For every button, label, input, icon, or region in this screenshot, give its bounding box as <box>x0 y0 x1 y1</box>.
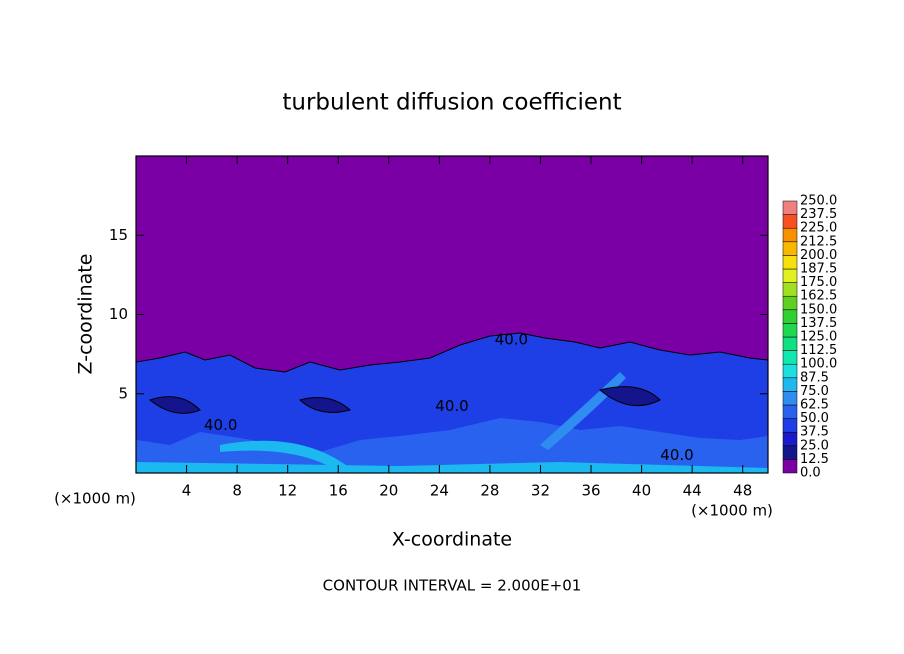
colorbar-bin <box>782 459 798 474</box>
colorbar-bin <box>782 255 798 270</box>
contour-label: 40.0 <box>435 397 468 415</box>
field-streak <box>220 440 360 473</box>
colorbar-label: 250.0 <box>800 194 837 209</box>
colorbar-bin <box>782 323 798 338</box>
colorbar-label: 212.5 <box>800 234 837 249</box>
colorbar-label: 0.0 <box>800 466 821 481</box>
colorbar-label: 100.0 <box>800 357 837 372</box>
x-tick-label: 16 <box>329 482 348 500</box>
colorbar-label: 225.0 <box>800 221 837 236</box>
colorbar-label: 37.5 <box>800 425 829 440</box>
field-streak <box>136 462 768 473</box>
colorbar-label: 62.5 <box>800 398 829 413</box>
colorbar-bin <box>782 214 798 229</box>
colorbar-label: 237.5 <box>800 207 837 222</box>
colorbar-bin <box>782 445 798 460</box>
colorbar-label: 75.0 <box>800 384 829 399</box>
contour-label: 40.0 <box>660 446 693 464</box>
y-tick-label: 15 <box>109 226 128 244</box>
colorbar-label: 137.5 <box>800 316 837 331</box>
colorbar-bin <box>782 336 798 351</box>
colorbar-bin <box>782 241 798 256</box>
colorbar-label: 150.0 <box>800 302 837 317</box>
x-tick-label: 44 <box>683 482 702 500</box>
y-tick-label: 5 <box>118 384 128 402</box>
colorbar-bin <box>782 391 798 406</box>
field-region <box>136 418 768 473</box>
x-unit: (×1000 m) <box>691 502 773 520</box>
colorbar-bin <box>782 363 798 379</box>
colorbar-label: 125.0 <box>800 330 837 345</box>
colorbar-bin <box>782 200 798 215</box>
x-tick-label: 24 <box>430 482 449 500</box>
colorbar-bin <box>782 418 798 433</box>
footnote: CONTOUR INTERVAL = 2.000E+01 <box>323 577 582 595</box>
colorbar-label: 87.5 <box>800 370 829 385</box>
x-tick-label: 40 <box>632 482 651 500</box>
colorbar-bin <box>782 227 798 243</box>
colorbar-bin <box>782 309 798 324</box>
colorbar-bin <box>782 350 798 365</box>
x-tick-label: 8 <box>232 482 242 500</box>
colorbar-label: 12.5 <box>800 452 829 467</box>
colorbar-label: 162.5 <box>800 289 837 304</box>
colorbar-label: 175.0 <box>800 275 837 290</box>
x-tick-label: 32 <box>531 482 550 500</box>
colorbar-label: 25.0 <box>800 438 829 453</box>
x-tick-label: 12 <box>278 482 297 500</box>
colorbar-label: 200.0 <box>800 248 837 263</box>
x-tick-label: 4 <box>182 482 192 500</box>
x-tick-label: 28 <box>480 482 499 500</box>
y-unit: (×1000 m) <box>54 490 136 508</box>
colorbar-label: 187.5 <box>800 262 837 277</box>
colorbar-bin <box>782 268 798 283</box>
colorbar-bin <box>782 377 798 392</box>
colorbar-bin <box>782 295 798 311</box>
contour-label: 40.0 <box>495 330 528 348</box>
x-tick-label: 48 <box>733 482 752 500</box>
chart-title: turbulent diffusion coefficient <box>282 90 621 116</box>
x-tick-label: 20 <box>379 482 398 500</box>
colorbar-bin <box>782 282 798 297</box>
colorbar-label: 112.5 <box>800 343 837 358</box>
colorbar-bin <box>782 431 798 447</box>
x-tick-label: 36 <box>581 482 600 500</box>
y-axis-title: Z-coordinate <box>75 254 97 375</box>
field-region <box>148 386 661 414</box>
field <box>135 156 769 474</box>
x-axis-title: X-coordinate <box>392 529 512 551</box>
colorbar-label: 50.0 <box>800 411 829 426</box>
colorbar-bin <box>782 404 798 419</box>
y-tick-label: 10 <box>109 305 128 323</box>
contour-label: 40.0 <box>204 416 237 434</box>
